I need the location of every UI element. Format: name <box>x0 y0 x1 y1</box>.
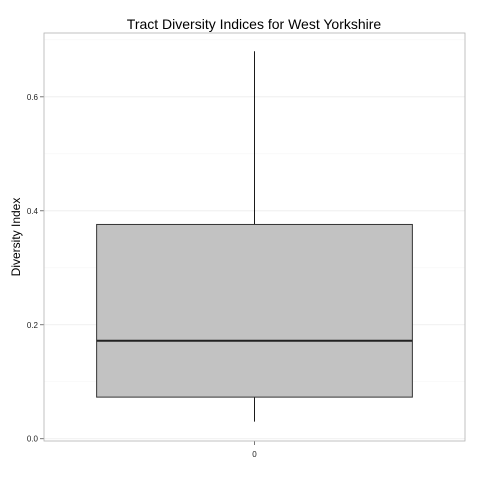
x-tick-label: 0 <box>252 450 257 459</box>
x-axis: 0 <box>252 441 257 459</box>
y-axis: 0.0 0.2 0.4 0.6 <box>27 93 44 444</box>
y-tick-label: 0.4 <box>27 207 39 216</box>
y-tick-label: 0.2 <box>27 321 39 330</box>
box-iqr <box>96 223 413 398</box>
y-tick-label: 0.6 <box>27 93 39 102</box>
boxes <box>96 51 413 422</box>
y-axis-label: Diversity Index <box>9 198 23 277</box>
plot-panel <box>43 32 466 442</box>
y-tick-label: 0.0 <box>27 435 39 444</box>
chart-title: Tract Diversity Indices for West Yorkshi… <box>127 16 382 32</box>
